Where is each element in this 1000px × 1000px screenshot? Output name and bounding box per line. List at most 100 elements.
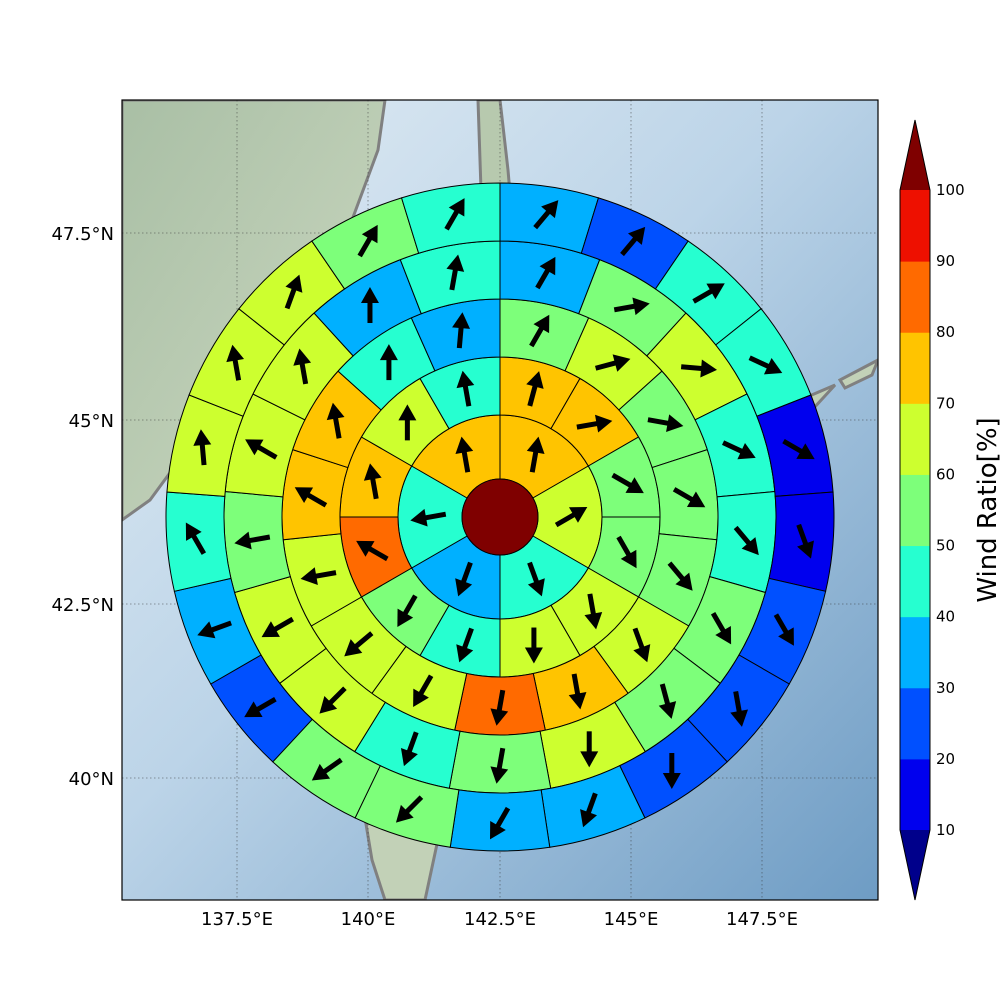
- colorbar-outline: [899, 119, 931, 901]
- wind-arrow-ring2-4: [616, 535, 637, 569]
- lat-label-45: 45°N: [69, 411, 114, 432]
- longitude-labels: 137.5°E 140°E 142.5°E 145°E 147.5°E: [201, 909, 798, 930]
- colorbar-tick-100: 100: [936, 181, 965, 199]
- wind-arrow-ring5-11: [490, 806, 511, 840]
- sector-ring4-5: [709, 490, 777, 594]
- colorbar-tick-20: 20: [936, 750, 955, 768]
- wind-arrow-ring3-3: [647, 414, 684, 433]
- lat-label-40: 40°N: [69, 769, 114, 790]
- wind-arrow-ring2-7: [456, 627, 474, 663]
- wind-arrow-ring4-8: [580, 731, 599, 768]
- colorbar-tick-30: 30: [936, 679, 955, 697]
- colorbar-under-extension: [900, 830, 930, 900]
- wind-arrow-ring5-19: [284, 274, 303, 310]
- colorbar-tick-80: 80: [936, 323, 955, 341]
- wind-arrow-ring5-13: [311, 757, 343, 781]
- colorbar-label: Wind Ratio[%]: [973, 417, 1000, 602]
- wind-arrow-ring5-21: [444, 198, 465, 231]
- wind-arrow-ring5-18: [226, 344, 245, 381]
- latitude-labels: 47.5°N 45°N 42.5°N 40°N: [51, 224, 114, 790]
- wind-arrow-ring3-1: [529, 314, 550, 348]
- wind-arrow-ring4-5: [733, 525, 759, 556]
- colorbar-segment-4: [900, 545, 930, 618]
- sector-ring5-6: [768, 491, 835, 592]
- colorbar-tick-10: 10: [936, 821, 955, 839]
- lon-label-145: 145°E: [604, 909, 659, 930]
- wind-arrow-ring5-5: [782, 438, 815, 460]
- lon-label-137-5: 137.5°E: [201, 909, 273, 930]
- wind-arrow-ring2-9: [356, 540, 389, 562]
- wind-arrow-ring1-1: [526, 436, 545, 473]
- wind-arrow-ring2-10: [363, 463, 382, 500]
- wind-arrow-ring3-14: [379, 344, 398, 381]
- wind-arrow-ring3-2: [594, 354, 631, 372]
- wind-arrow-ring3-4: [672, 487, 706, 508]
- colorbar-segment-9: [900, 190, 930, 262]
- wind-arrow-ring1-6: [455, 436, 474, 473]
- colorbar-segment-2: [900, 687, 930, 760]
- colorbar-segment-7: [900, 332, 930, 404]
- wind-arrow-ring4-12: [261, 616, 295, 638]
- wind-arrow-ring5-6: [796, 523, 814, 559]
- wind-arrow-ring4-11: [319, 686, 347, 714]
- wind-arrow-ring1-2: [554, 507, 588, 528]
- colorbar-ticks: 10 20 30 40 50 60 70 80 90 100: [936, 181, 965, 839]
- wind-arrow-ring2-2: [576, 414, 613, 433]
- wind-arrow-ring1-3: [527, 561, 545, 597]
- lat-label-42-5: 42.5°N: [51, 595, 114, 616]
- wind-arrow-ring4-14: [245, 439, 278, 460]
- wind-arrow-ring5-14: [244, 696, 277, 718]
- wind-arrow-ring3-9: [413, 674, 434, 707]
- lon-label-147-5: 147.5°E: [726, 909, 798, 930]
- wind-arrow-ring5-8: [730, 690, 749, 727]
- wind-arrow-ring4-6: [710, 611, 732, 645]
- colorbar-segment-1: [900, 758, 930, 831]
- wind-arrow-ring3-6: [632, 627, 651, 663]
- wind-arrow-ring3-13: [326, 402, 345, 439]
- colorbar-tick-90: 90: [936, 252, 955, 270]
- wind-arrow-ring2-12: [456, 370, 475, 407]
- wind-arrow-ring1-4: [455, 561, 473, 597]
- sector-ring4-13: [223, 490, 291, 594]
- colorbar-segment-6: [900, 403, 930, 475]
- colorbar-tick-70: 70: [936, 394, 955, 412]
- wind-arrow-ring5-2: [620, 226, 646, 257]
- wind-arrow-ring3-12: [294, 487, 328, 508]
- wind-arrow-ring2-1: [526, 371, 544, 407]
- wind-arrow-ring5-4: [748, 355, 783, 375]
- wind-arrow-ring1-5: [410, 508, 447, 527]
- lon-label-140: 140°E: [341, 909, 396, 930]
- wind-arrow-ring2-8: [397, 594, 418, 627]
- wind-arrow-ring2-6: [524, 627, 543, 664]
- wind-arrow-ring4-16: [360, 286, 379, 323]
- colorbar-tick-60: 60: [936, 465, 955, 483]
- wind-arrow-ring5-16: [185, 522, 207, 555]
- wind-arrow-ring4-10: [400, 731, 419, 767]
- wind-arrow-ring5-15: [197, 620, 232, 639]
- wind-arrow-ring5-1: [533, 200, 559, 230]
- wind-arrow-ring3-10: [344, 631, 374, 657]
- wind-arrow-ring5-17: [193, 429, 212, 466]
- wind-arrow-ring3-11: [300, 567, 337, 585]
- colorbar: [899, 119, 931, 901]
- wind-arrow-ring4-2: [613, 297, 650, 316]
- wind-arrow-ring4-13: [234, 531, 271, 550]
- wind-arrow-ring5-20: [357, 224, 378, 258]
- wind-arrow-ring4-4: [722, 440, 756, 460]
- lon-label-142-5: 142.5°E: [464, 909, 536, 930]
- wind-arrow-ring4-1: [535, 256, 556, 290]
- wind-arrow-ring5-7: [773, 613, 794, 646]
- colorbar-tick-40: 40: [936, 608, 955, 626]
- colorbar-over-extension: [900, 120, 930, 190]
- colorbar-segment-5: [900, 474, 930, 547]
- wind-arrow-ring3-5: [667, 561, 693, 591]
- wind-arrow-ring3-8: [490, 689, 509, 726]
- colorbar-tick-50: 50: [936, 537, 955, 555]
- map-frame: [121, 99, 879, 901]
- colorbar-segment-8: [900, 261, 930, 333]
- wind-arrow-ring3-15: [452, 312, 471, 349]
- wind-arrow-ring2-3: [611, 472, 644, 494]
- lat-label-47-5: 47.5°N: [51, 224, 114, 245]
- wind-arrow-ring5-9: [662, 753, 681, 790]
